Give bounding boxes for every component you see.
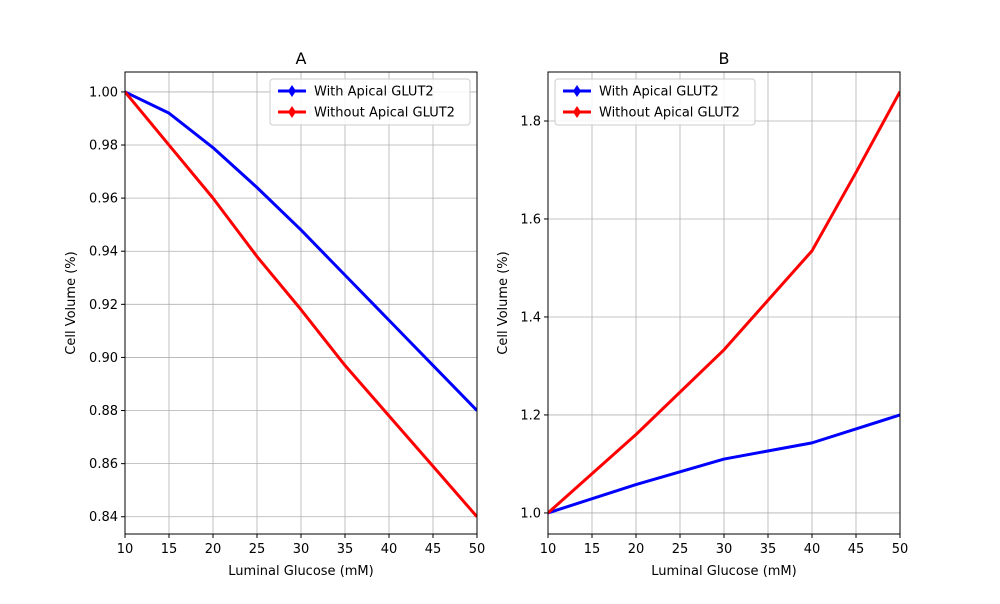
x-tick-label: 40: [804, 542, 821, 557]
x-tick-label: 35: [760, 542, 777, 557]
chart-panel-b: B Luminal Glucose (mM) Cell Volume (%) 1…: [496, 49, 908, 579]
y-axis-label: Cell Volume (%): [496, 251, 511, 354]
x-axis-label: Luminal Glucose (mM): [228, 564, 373, 579]
series-group: [125, 90, 477, 518]
legend-marker-diamond: [573, 85, 581, 97]
x-tick-label: 35: [337, 542, 354, 557]
legend-label: With Apical GLUT2: [599, 85, 719, 100]
series-line: [125, 90, 477, 412]
legend-marker-diamond: [288, 106, 296, 118]
x-axis-label: Luminal Glucose (mM): [651, 564, 796, 579]
x-tick-label: 45: [425, 542, 442, 557]
x-tick-label: 15: [584, 542, 601, 557]
y-tick-label: 0.92: [89, 298, 118, 313]
legend-box: [269, 78, 471, 126]
x-tick-label: 20: [628, 542, 645, 557]
y-axis-label: Cell Volume (%): [64, 251, 79, 354]
series-group: [548, 90, 900, 515]
x-tick-label: 10: [540, 542, 557, 557]
legend: With Apical GLUT2 Without Apical GLUT2: [269, 78, 471, 126]
y-tick-label: 0.88: [89, 404, 118, 419]
legend-label: Without Apical GLUT2: [599, 106, 740, 121]
legend-marker-diamond: [573, 106, 581, 118]
x-tick-label: 40: [381, 542, 398, 557]
y-tick-label: 1.6: [520, 212, 541, 227]
x-tick-label: 30: [293, 542, 310, 557]
chart-panel-a: A Luminal Glucose (mM) Cell Volume (%) 1…: [64, 49, 485, 579]
legend-label: With Apical GLUT2: [314, 85, 434, 100]
legend-marker-diamond: [288, 85, 296, 97]
chart-title: A: [296, 49, 307, 68]
y-tick-label: 0.86: [89, 457, 118, 472]
series-line: [125, 90, 477, 518]
y-tick-label: 1.0: [520, 506, 541, 521]
y-tick-label: 0.98: [89, 139, 118, 154]
chart-title: B: [719, 49, 730, 68]
x-tick-label: 25: [249, 542, 266, 557]
x-tick-label: 10: [117, 542, 134, 557]
y-tick-label: 0.84: [89, 510, 118, 525]
x-tick-label: 50: [469, 542, 486, 557]
x-tick-label: 25: [672, 542, 689, 557]
y-tick-label: 0.90: [89, 351, 118, 366]
legend-box: [554, 78, 756, 126]
series-line: [548, 90, 900, 515]
series-line: [548, 413, 900, 515]
x-tick-label: 20: [205, 542, 222, 557]
x-tick-label: 45: [848, 542, 865, 557]
y-tick-label: 1.00: [89, 85, 118, 100]
legend-label: Without Apical GLUT2: [314, 106, 455, 121]
y-tick-label: 1.2: [520, 408, 541, 423]
x-tick-label: 30: [716, 542, 733, 557]
y-tick-label: 1.8: [520, 114, 541, 129]
y-tick-label: 0.94: [89, 245, 118, 260]
legend: With Apical GLUT2 Without Apical GLUT2: [554, 78, 756, 126]
x-tick-label: 50: [892, 542, 909, 557]
x-tick-label: 15: [161, 542, 178, 557]
y-tick-label: 1.4: [520, 310, 541, 325]
y-tick-label: 0.96: [89, 192, 118, 207]
